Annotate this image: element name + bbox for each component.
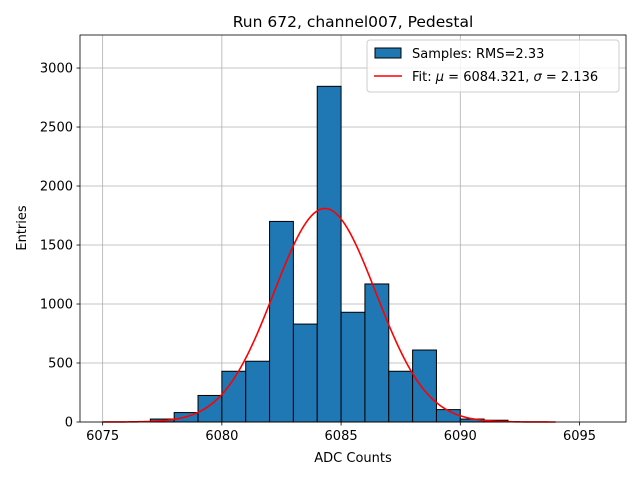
y-tick-label: 2000 bbox=[40, 180, 73, 195]
legend-samples-label: Samples: RMS=2.33 bbox=[412, 47, 544, 62]
histogram-bar bbox=[388, 370, 414, 423]
legend-fit-sigma-value: = 2.136 bbox=[542, 70, 598, 85]
chart-title: Run 672, channel007, Pedestal bbox=[233, 13, 474, 31]
x-tick-label: 6090 bbox=[444, 429, 477, 444]
histogram-bar bbox=[269, 220, 294, 423]
histogram-bar bbox=[364, 283, 390, 423]
x-axis-label: ADC Counts bbox=[314, 451, 392, 466]
histogram-bar bbox=[316, 85, 342, 423]
histogram-bar bbox=[412, 349, 437, 423]
legend-fit-mu-symbol: μ bbox=[435, 70, 444, 85]
legend-fit-prefix: Fit: bbox=[412, 70, 436, 85]
legend-fit-label: Fit: μ = 6084.321, σ = 2.136 bbox=[412, 70, 598, 85]
legend-samples-swatch bbox=[374, 47, 402, 59]
y-tick-label: 500 bbox=[48, 357, 73, 372]
legend-fit-sigma-symbol: σ bbox=[534, 70, 543, 85]
histogram-bar bbox=[245, 360, 271, 423]
y-tick-label: 0 bbox=[65, 416, 73, 431]
legend-box bbox=[366, 39, 620, 93]
y-axis-label: Entries bbox=[15, 205, 30, 251]
x-tick-label: 6075 bbox=[86, 429, 119, 444]
histogram-bar bbox=[292, 323, 318, 423]
fit-curve-group bbox=[102, 207, 556, 423]
plot-frame bbox=[79, 34, 627, 423]
x-tick-label: 6085 bbox=[325, 429, 358, 444]
x-tick-label: 6095 bbox=[563, 429, 596, 444]
y-tick-label: 2500 bbox=[40, 121, 73, 136]
histogram-bar bbox=[197, 394, 223, 423]
histogram-bar bbox=[340, 311, 366, 423]
y-tick-label: 3000 bbox=[40, 62, 73, 77]
histogram-bars bbox=[149, 85, 509, 423]
legend: Samples: RMS=2.33 Fit: μ = 6084.321, σ =… bbox=[366, 39, 620, 93]
y-tick-label: 1500 bbox=[40, 239, 73, 254]
y-tick-label: 1000 bbox=[40, 298, 73, 313]
legend-fit-mu-value: = 6084.321, bbox=[444, 70, 533, 85]
x-tick-label: 6080 bbox=[205, 429, 238, 444]
axis-ticks: 6075 6080 6085 6090 6095 0 500 1000 1500 2000 2500… bbox=[40, 62, 596, 444]
fit-curve bbox=[102, 207, 556, 423]
